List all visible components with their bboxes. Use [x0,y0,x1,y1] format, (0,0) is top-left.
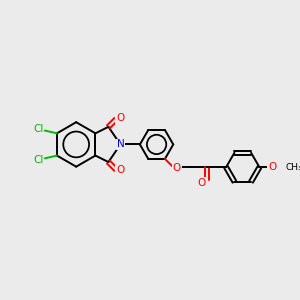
Text: O: O [116,113,124,124]
Text: O: O [268,162,277,172]
Text: CH₃: CH₃ [285,163,300,172]
Text: N: N [117,140,124,149]
Text: Cl: Cl [33,155,43,165]
Text: O: O [173,163,181,173]
Text: O: O [197,178,205,188]
Text: Cl: Cl [33,124,43,134]
Text: O: O [116,165,124,176]
